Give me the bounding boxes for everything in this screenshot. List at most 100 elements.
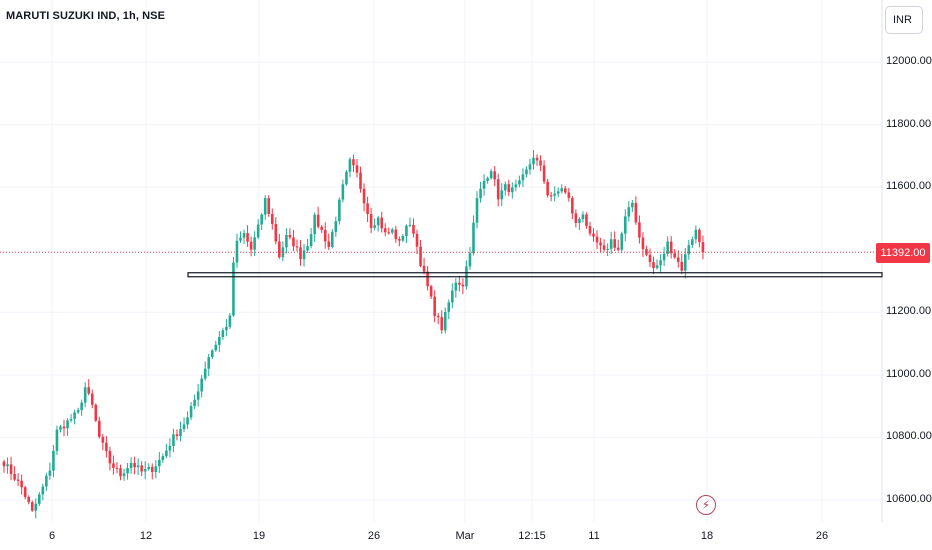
candle-body bbox=[422, 265, 426, 272]
candle-body bbox=[23, 487, 27, 498]
candle-body bbox=[179, 429, 182, 437]
candle-body bbox=[90, 393, 94, 405]
candle-body bbox=[38, 494, 41, 504]
candle-body bbox=[175, 434, 179, 437]
candle-body bbox=[408, 224, 412, 226]
candle-body bbox=[546, 181, 549, 196]
candle-body bbox=[405, 225, 408, 237]
candle-body bbox=[210, 350, 214, 358]
chart-overlays bbox=[0, 251, 883, 278]
candle-body bbox=[136, 465, 140, 468]
candle-body bbox=[253, 237, 256, 250]
candle-body bbox=[472, 222, 475, 254]
candle-body bbox=[518, 180, 521, 185]
candle-body bbox=[98, 420, 101, 437]
candle-body bbox=[355, 165, 359, 173]
candle-body bbox=[683, 254, 687, 271]
candle-body bbox=[186, 417, 189, 425]
currency-button[interactable]: INR bbox=[885, 6, 923, 34]
candle-body bbox=[200, 378, 203, 392]
candle-body bbox=[595, 236, 599, 243]
candle-body bbox=[306, 246, 309, 251]
candle-body bbox=[182, 424, 186, 430]
candle-body bbox=[599, 242, 602, 246]
candle-body bbox=[440, 317, 444, 331]
candle-body bbox=[454, 282, 458, 291]
candle-body bbox=[380, 217, 384, 229]
candle-body bbox=[45, 475, 48, 487]
x-tick-label: 12:15 bbox=[518, 530, 546, 542]
candle-body bbox=[676, 257, 680, 262]
candle-body bbox=[9, 464, 13, 475]
candle-body bbox=[168, 445, 172, 451]
candle-body bbox=[468, 253, 472, 267]
candle-body bbox=[514, 184, 518, 188]
candle-body bbox=[108, 451, 112, 464]
candle-body bbox=[214, 344, 218, 351]
candle-body bbox=[673, 253, 676, 258]
candle-body bbox=[345, 171, 348, 185]
candle-body bbox=[634, 202, 638, 223]
candle-body bbox=[698, 229, 701, 243]
candle-body bbox=[631, 202, 634, 208]
candle-body bbox=[292, 237, 295, 247]
candle-body bbox=[662, 253, 666, 261]
x-tick-label: 12 bbox=[139, 530, 153, 542]
candle-body bbox=[528, 164, 532, 170]
y-tick-label: 10800.00 bbox=[886, 430, 932, 443]
candle-body bbox=[228, 315, 232, 327]
candle-body bbox=[158, 459, 161, 467]
x-tick-label: Mar bbox=[455, 530, 475, 542]
candle-body bbox=[500, 190, 504, 200]
candle-body bbox=[369, 214, 373, 228]
candle-body bbox=[196, 391, 200, 400]
candle-body bbox=[648, 254, 652, 263]
candle-body bbox=[571, 197, 574, 214]
candle-body bbox=[641, 237, 645, 250]
candle-body bbox=[479, 188, 482, 199]
candle-body bbox=[627, 207, 631, 217]
candle-body bbox=[366, 203, 369, 215]
candle-body bbox=[193, 399, 196, 407]
candle-body bbox=[87, 387, 91, 394]
candle-body bbox=[288, 234, 292, 238]
candle-body bbox=[16, 479, 20, 481]
y-tick-label: 11600.00 bbox=[886, 180, 932, 193]
candle-body bbox=[578, 219, 581, 223]
candle-body bbox=[260, 214, 263, 225]
candle-body bbox=[606, 248, 609, 250]
candle-body bbox=[76, 410, 80, 413]
candle-body bbox=[225, 326, 228, 331]
candle-body bbox=[83, 387, 87, 403]
lightning-bolt-icon[interactable]: ⚡︎ bbox=[696, 495, 716, 515]
candle-body bbox=[511, 187, 514, 193]
candle-body bbox=[232, 262, 235, 316]
candle-body bbox=[613, 239, 616, 248]
candle-body bbox=[563, 188, 567, 193]
candle-body bbox=[496, 179, 500, 200]
candle-body bbox=[521, 174, 525, 181]
candle-body bbox=[387, 232, 391, 234]
candle-body bbox=[316, 214, 320, 227]
candle-body bbox=[362, 188, 366, 204]
y-tick-label: 11800.00 bbox=[886, 117, 932, 130]
candle-body bbox=[249, 241, 253, 250]
candle-body bbox=[203, 368, 207, 379]
candle-body bbox=[535, 157, 539, 161]
candle-body bbox=[539, 160, 542, 166]
candle-body bbox=[581, 214, 585, 220]
candle-body bbox=[41, 486, 45, 495]
candle-body bbox=[55, 429, 59, 451]
candle-body bbox=[652, 262, 655, 269]
candle-body bbox=[115, 467, 119, 469]
candle-body bbox=[270, 214, 274, 225]
candle-body bbox=[556, 191, 560, 194]
candle-body bbox=[161, 456, 165, 460]
candle-body bbox=[129, 462, 133, 469]
candle-body bbox=[419, 246, 422, 266]
candle-body bbox=[172, 434, 175, 446]
candle-body bbox=[338, 199, 341, 222]
candle-body bbox=[359, 172, 362, 189]
candle-body bbox=[133, 462, 136, 468]
